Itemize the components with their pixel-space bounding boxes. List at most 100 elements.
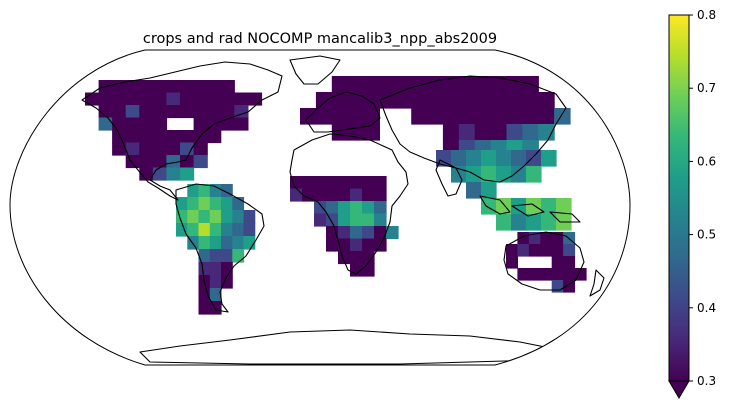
- grid-cell: [221, 262, 233, 276]
- grid-cell: [427, 76, 444, 93]
- grid-cell: [506, 108, 523, 125]
- grid-cell: [481, 150, 497, 167]
- grid-cell: [221, 236, 233, 250]
- grid-cell: [517, 244, 530, 257]
- grid-cell: [125, 80, 140, 94]
- grid-cell: [139, 155, 154, 169]
- grid-cell: [490, 124, 508, 141]
- grid-cell: [152, 167, 168, 181]
- grid-cell: [522, 124, 539, 141]
- grid-cell: [98, 92, 113, 106]
- grid-cell: [511, 214, 527, 231]
- grid-cell: [221, 249, 233, 263]
- grid-cell: [209, 197, 222, 211]
- grid-cell: [243, 236, 256, 250]
- grid-cell: [221, 197, 233, 211]
- grid-cell: [125, 92, 140, 106]
- grid-cell: [526, 150, 542, 167]
- grid-cell: [540, 232, 553, 245]
- grid-cell: [209, 249, 222, 263]
- grid-cell: [338, 213, 351, 227]
- grid-cell: [362, 213, 375, 227]
- grid-cell: [247, 92, 263, 106]
- grid-cell: [198, 184, 211, 198]
- grid-cell: [386, 226, 399, 240]
- grid-cell: [326, 201, 339, 215]
- grid-cell: [338, 201, 351, 215]
- grid-cell: [395, 92, 412, 109]
- grid-cell: [331, 108, 349, 125]
- grid-cell: [563, 256, 576, 269]
- grid-cell: [176, 210, 188, 224]
- colorbar-tick-label: 0.3: [697, 374, 716, 388]
- grid-cell: [427, 92, 444, 109]
- grid-cell: [363, 108, 380, 125]
- grid-cell: [187, 197, 200, 211]
- grid-cell: [209, 275, 222, 289]
- grid-cell: [506, 124, 523, 141]
- grid-cell: [152, 80, 168, 94]
- grid-cell: [85, 92, 100, 106]
- grid-cell: [302, 176, 315, 190]
- grid-cell: [540, 268, 553, 281]
- grid-cell: [350, 176, 363, 190]
- grid-cell: [232, 210, 245, 224]
- grid-cell: [220, 80, 235, 94]
- coastline-south-america: [175, 183, 265, 313]
- grid-cell: [198, 197, 211, 211]
- grid-cell: [541, 214, 557, 231]
- grid-cell: [374, 201, 387, 215]
- grid-cell: [220, 105, 235, 119]
- grid-cell: [234, 92, 249, 106]
- grid-cell: [526, 214, 542, 231]
- grid-cell: [209, 184, 222, 198]
- grid-cell: [442, 76, 460, 93]
- grid-cell: [221, 184, 233, 198]
- coastlines: [81, 55, 605, 365]
- grid-cell: [209, 210, 222, 224]
- grid-cell: [326, 188, 339, 202]
- grid-cell: [221, 275, 233, 289]
- grid-cell: [458, 108, 476, 125]
- grid-cell: [451, 150, 467, 167]
- grid-cell: [139, 142, 154, 156]
- grid-cell: [152, 105, 168, 119]
- grid-cell: [180, 80, 195, 94]
- grid-cell: [152, 117, 168, 131]
- coastline-asia: [379, 75, 567, 183]
- grid-cell: [112, 105, 127, 119]
- grid-cell: [338, 176, 351, 190]
- grid-cell: [563, 268, 576, 281]
- grid-cell: [166, 105, 181, 119]
- grid-cell: [125, 117, 140, 131]
- grid-cell: [207, 105, 222, 119]
- grid-cell: [563, 244, 576, 257]
- coastline-antarctica: [139, 329, 561, 365]
- grid-cell: [112, 92, 127, 106]
- grid-cell: [139, 92, 154, 106]
- grid-cell: [125, 155, 140, 169]
- grid-cell: [187, 236, 200, 250]
- grid-cell: [112, 142, 127, 156]
- grid-cell: [209, 236, 222, 250]
- grid-cell: [551, 256, 564, 269]
- coastline-indonesia: [479, 195, 581, 223]
- grid-cell: [374, 226, 387, 240]
- grid-cell: [290, 188, 303, 202]
- grid-cell: [347, 76, 365, 93]
- grid-cell: [314, 176, 327, 190]
- grid-cell: [474, 108, 492, 125]
- grid-cell: [315, 92, 333, 109]
- grid-cell: [232, 223, 245, 237]
- data-cells: [85, 76, 587, 315]
- grid-cell: [522, 92, 539, 109]
- grid-cell: [517, 268, 530, 281]
- grid-cell: [374, 213, 387, 227]
- grid-cell: [198, 301, 211, 315]
- grid-cell: [243, 223, 256, 237]
- grid-cell: [411, 76, 428, 93]
- grid-cell: [152, 155, 168, 169]
- grid-cell: [506, 92, 523, 109]
- map-title: crops and rad NOCOMP mancalib3_npp_abs20…: [143, 31, 497, 47]
